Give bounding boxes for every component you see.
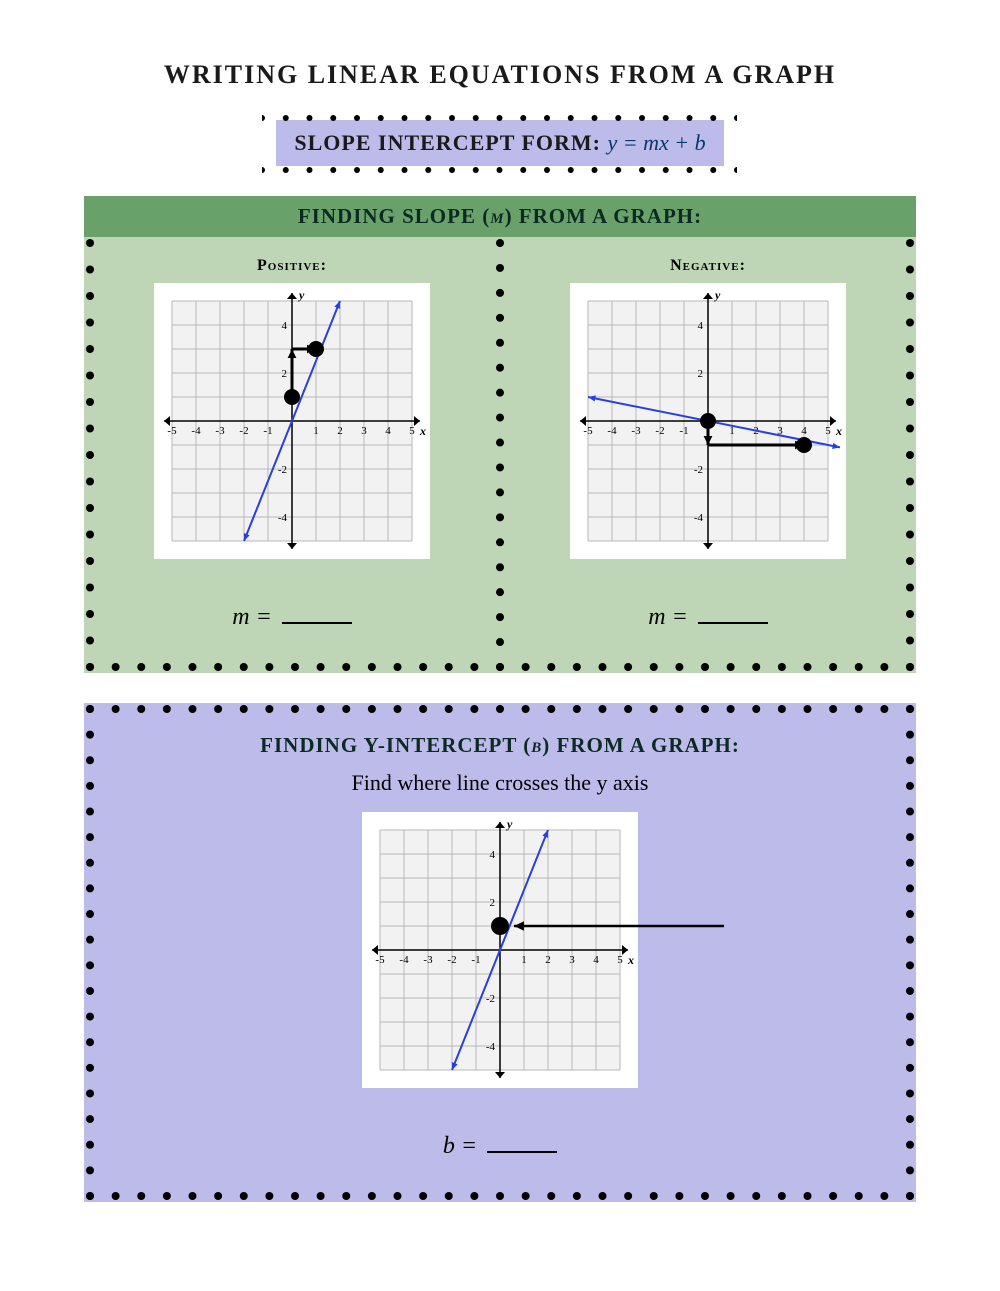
svg-text:2: 2 [282,368,288,380]
svg-text:4: 4 [385,425,391,437]
intercept-answer-prefix: b = [443,1133,483,1159]
svg-text:-5: -5 [583,425,593,437]
svg-text:x: x [419,424,426,438]
svg-text:-3: -3 [215,425,225,437]
intercept-answer-blank[interactable] [487,1151,557,1153]
formula-label: SLOPE INTERCEPT FORM: [294,130,607,155]
svg-text:1: 1 [521,954,527,966]
svg-text:-2: -2 [694,464,703,476]
negative-graph-container: xy-5-4-3-2-112345-4-224 [570,283,846,559]
negative-slope-graph: xy-5-4-3-2-112345-4-224 [574,287,842,555]
intercept-header-text-2: ) FROM A GRAPH: [542,733,740,757]
svg-text:3: 3 [361,425,367,437]
slope-intercept-formula-box: SLOPE INTERCEPT FORM: y = mx + b [276,120,723,166]
positive-slope-panel: Positive: x y -5 -4 -3 -2 -1 1 2 3 4 5 -4 -2 2 4 m = [84,249,500,649]
svg-text:4: 4 [698,320,704,332]
svg-text:-2: -2 [447,954,456,966]
svg-text:-5: -5 [375,954,385,966]
svg-text:-4: -4 [607,425,617,437]
intercept-header-b: b [531,733,542,757]
svg-text:2: 2 [698,368,704,380]
intercept-section-body: FINDING Y-INTERCEPT (b) FROM A GRAPH: Fi… [84,703,916,1202]
svg-text:-1: -1 [679,425,688,437]
svg-text:1: 1 [313,425,319,437]
svg-text:y: y [713,288,721,302]
svg-text:-4: -4 [399,954,409,966]
svg-text:2: 2 [545,954,551,966]
slope-header-text-1: FINDING SLOPE ( [298,204,490,228]
negative-label: Negative: [500,257,916,275]
intercept-header-text-1: FINDING Y-INTERCEPT ( [260,733,531,757]
svg-text:2: 2 [490,897,496,909]
slope-section-header: FINDING SLOPE (m) FROM A GRAPH: [84,196,916,237]
svg-text:4: 4 [490,849,496,861]
svg-text:-4: -4 [486,1041,496,1053]
svg-text:5: 5 [617,954,623,966]
svg-text:4: 4 [801,425,807,437]
svg-text:-3: -3 [423,954,433,966]
svg-text:x: x [835,424,842,438]
positive-slope-graph: x y -5 -4 -3 -2 -1 1 2 3 4 5 -4 -2 2 4 [158,287,426,555]
intercept-header: FINDING Y-INTERCEPT (b) FROM A GRAPH: [84,725,916,766]
svg-text:4: 4 [593,954,599,966]
svg-text:-2: -2 [486,993,495,1005]
svg-text:-1: -1 [471,954,480,966]
svg-text:5: 5 [409,425,415,437]
positive-label: Positive: [84,257,500,275]
slope-header-m: m [490,204,504,228]
negative-answer: m = [500,604,916,631]
intercept-graph-container: x y -5 -4 -3 -2 -1 1 2 3 4 5 -4 -2 2 4 [362,812,638,1088]
svg-text:-3: -3 [631,425,641,437]
negative-slope-panel: Negative: xy-5-4-3-2-112345-4-224 m = [500,249,916,649]
svg-text:-4: -4 [191,425,201,437]
svg-text:-5: -5 [167,425,177,437]
positive-answer: m = [84,604,500,631]
finding-intercept-section: FINDING Y-INTERCEPT (b) FROM A GRAPH: Fi… [84,703,916,1202]
finding-slope-section: FINDING SLOPE (m) FROM A GRAPH: Positive… [84,196,916,673]
slope-header-text-2: ) FROM A GRAPH: [505,204,703,228]
negative-answer-prefix: m = [648,604,694,630]
svg-text:2: 2 [337,425,343,437]
svg-text:-2: -2 [278,464,287,476]
positive-answer-blank[interactable] [282,622,352,624]
svg-text:5: 5 [825,425,831,437]
positive-graph-container: x y -5 -4 -3 -2 -1 1 2 3 4 5 -4 -2 2 4 [154,283,430,559]
svg-text:y: y [505,817,513,831]
negative-answer-blank[interactable] [698,622,768,624]
intercept-graph: x y -5 -4 -3 -2 -1 1 2 3 4 5 -4 -2 2 4 [366,816,634,1084]
svg-text:-1: -1 [263,425,272,437]
positive-answer-prefix: m = [232,604,278,630]
svg-text:3: 3 [569,954,575,966]
svg-text:-4: -4 [694,512,704,524]
intercept-answer: b = [84,1133,916,1160]
svg-text:-2: -2 [655,425,664,437]
svg-text:-2: -2 [239,425,248,437]
svg-text:-4: -4 [278,512,288,524]
intercept-subtext: Find where line crosses the y axis [84,770,916,796]
svg-text:4: 4 [282,320,288,332]
svg-text:y: y [297,288,305,302]
page-title: WRITING LINEAR EQUATIONS FROM A GRAPH [0,0,1000,90]
slope-section-body: Positive: x y -5 -4 -3 -2 -1 1 2 3 4 5 -4 -2 2 4 m = Ne… [84,237,916,673]
formula-equation: y = mx + b [608,130,706,155]
svg-text:x: x [627,953,634,967]
